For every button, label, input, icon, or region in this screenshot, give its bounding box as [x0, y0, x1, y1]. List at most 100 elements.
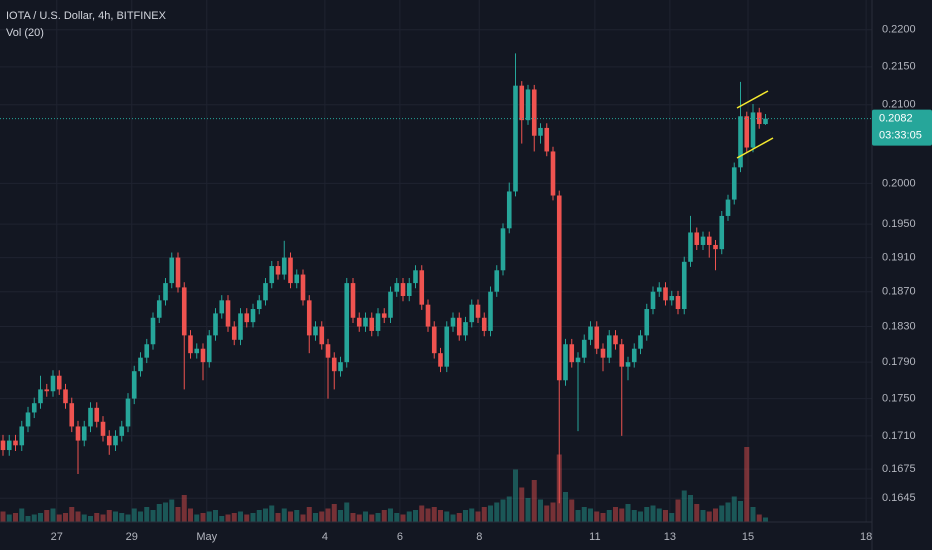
candle-body: [219, 300, 225, 314]
candle-body: [81, 426, 87, 441]
volume-bar: [363, 511, 368, 522]
last-price-label: 0.2082: [879, 113, 913, 125]
volume-bar: [138, 511, 143, 522]
y-tick-label: 0.1790: [882, 356, 916, 368]
candle-body: [569, 344, 575, 363]
candle-body: [525, 89, 531, 121]
candle-body: [481, 317, 487, 331]
volume-bar: [31, 514, 37, 522]
candle-body: [256, 300, 262, 310]
volume-bar: [88, 516, 93, 522]
volume-bar: [388, 508, 393, 522]
volume-bar: [219, 516, 225, 522]
candle-body: [194, 348, 200, 354]
candle-body: [494, 270, 500, 292]
candle-body: [213, 313, 218, 336]
candle-body: [381, 313, 387, 318]
volume-bar: [719, 505, 725, 522]
candle-body: [406, 283, 412, 297]
volume-bar: [738, 501, 743, 522]
volume-bar: [69, 507, 75, 522]
volume-bar: [456, 513, 462, 522]
volume-bar: [563, 492, 568, 522]
candle-body: [100, 421, 106, 436]
candle-body: [550, 151, 556, 196]
volume-bar: [356, 514, 362, 522]
volume-bar: [381, 510, 387, 522]
candle-body: [763, 118, 768, 125]
candle-body: [394, 283, 400, 292]
volume-bar: [269, 505, 275, 522]
volume-bar: [594, 511, 600, 522]
volume-bar: [656, 508, 662, 522]
volume-bar: [294, 510, 300, 522]
x-tick-label: 6: [397, 531, 403, 543]
volume-bar: [544, 505, 550, 522]
volume-bar: [700, 510, 706, 522]
candle-body: [6, 440, 12, 451]
candle-body: [363, 317, 368, 327]
volume-bar: [375, 513, 381, 522]
volume-bar: [588, 508, 593, 522]
candle-body: [431, 326, 437, 354]
volume-bar: [706, 511, 712, 522]
candle-body: [225, 300, 231, 327]
volume-bar: [675, 499, 681, 522]
volume-bar: [369, 514, 375, 522]
volume-bar: [0, 511, 6, 522]
x-tick-label: 18: [860, 531, 872, 543]
candle-body: [731, 167, 737, 200]
candle-body: [544, 127, 550, 152]
volume-bar: [6, 514, 12, 522]
candle-body: [75, 426, 81, 441]
candle-body: [300, 274, 306, 301]
countdown-label: 03:33:05: [879, 130, 922, 142]
candle-body: [613, 335, 618, 345]
candle-body: [744, 116, 750, 148]
volume-bar: [156, 504, 162, 522]
volume-bar: [463, 510, 468, 522]
volume-bar: [681, 490, 687, 522]
volume-bar: [519, 487, 525, 522]
candle-body: [313, 326, 318, 336]
candle-body: [163, 283, 168, 301]
volume-bar: [144, 507, 150, 522]
volume-bar: [613, 507, 618, 522]
volume-bar: [94, 513, 100, 522]
volume-bar: [438, 510, 443, 522]
volume-bar: [550, 502, 556, 522]
volume-bar: [250, 513, 256, 522]
candle-body: [506, 191, 512, 229]
volume-bar: [63, 513, 68, 522]
volume-bar: [444, 511, 450, 522]
volume-bar: [725, 502, 731, 522]
volume-bar: [606, 510, 612, 522]
candle-body: [688, 232, 693, 262]
y-tick-label: 0.1950: [882, 218, 916, 230]
x-tick-label: 27: [51, 531, 63, 543]
volume-bar: [263, 508, 268, 522]
volume-bar: [569, 499, 575, 522]
volume-bar: [188, 508, 193, 522]
candle-body: [169, 257, 175, 284]
volume-bar: [44, 510, 50, 522]
volume-bar: [106, 510, 112, 522]
volume-bar: [125, 514, 131, 522]
volume-bar: [244, 514, 250, 522]
volume-bar: [300, 514, 306, 522]
candle-body: [25, 412, 31, 427]
volume-bar: [400, 514, 406, 522]
candle-body: [588, 326, 593, 340]
candle-body: [738, 116, 743, 168]
indicator-label: Vol (20): [6, 27, 44, 39]
volume-bar: [531, 480, 537, 522]
candle-body: [106, 435, 112, 446]
volume-bar: [119, 513, 125, 522]
volume-bar: [669, 513, 675, 522]
volume-bar: [75, 511, 81, 522]
volume-bar: [325, 508, 331, 522]
candle-body: [469, 304, 475, 323]
volume-bar: [181, 495, 187, 522]
last-price-box: [872, 109, 932, 146]
